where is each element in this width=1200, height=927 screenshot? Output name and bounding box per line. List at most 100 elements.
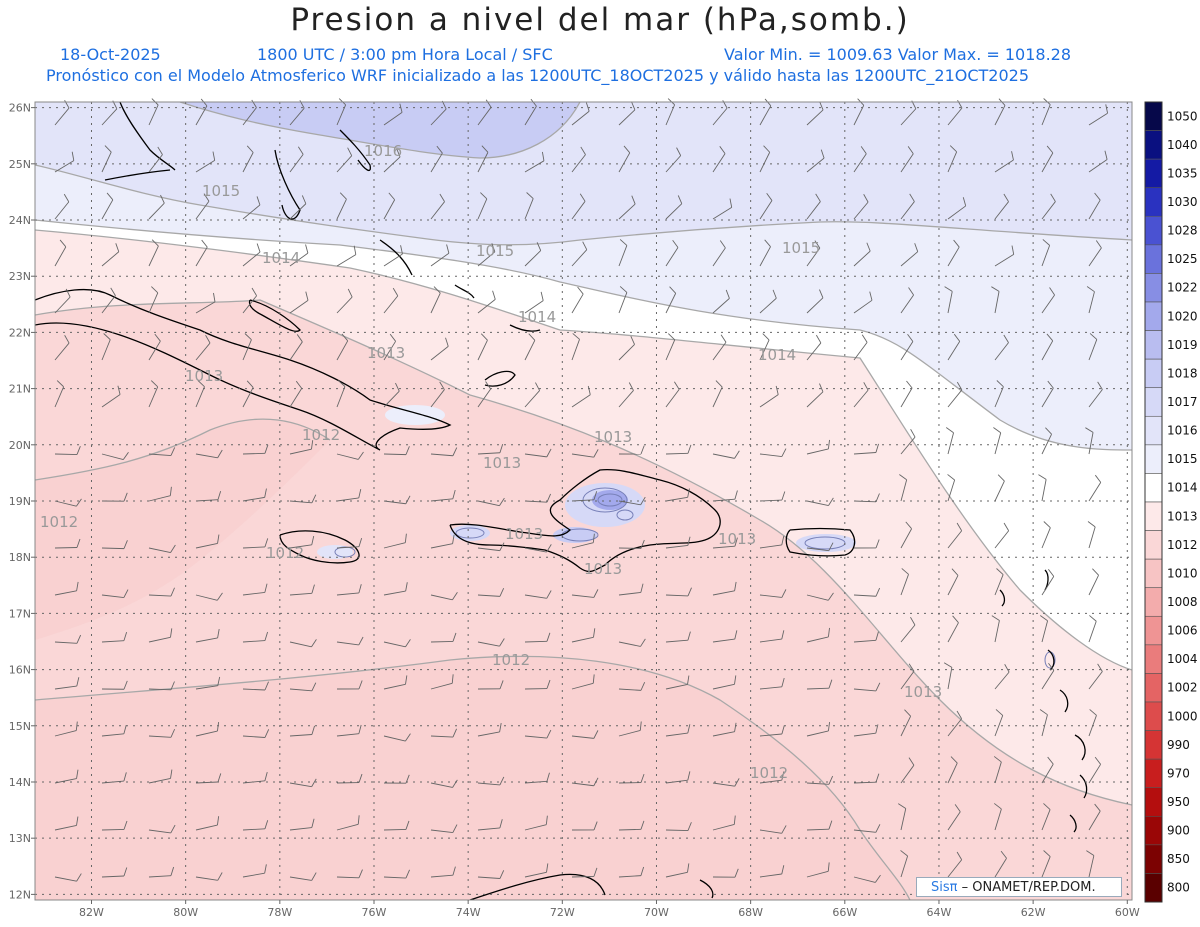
wind-barb	[148, 194, 165, 220]
wind-barb	[101, 333, 111, 361]
wind-barb	[806, 101, 824, 126]
wind-barb	[383, 675, 408, 690]
wind-barb	[947, 710, 963, 737]
wind-barb	[336, 869, 363, 879]
wind-barb	[806, 289, 824, 314]
wind-barb	[759, 677, 785, 690]
wind-barb	[806, 439, 830, 455]
wind-barb	[665, 863, 690, 878]
wind-barb	[148, 239, 159, 267]
colorbar-swatch	[1144, 844, 1163, 874]
wind-barb	[54, 634, 82, 644]
wind-barb	[665, 724, 691, 737]
colorbar-swatch	[1144, 187, 1163, 217]
colorbar-swatch	[1144, 101, 1163, 131]
lat-label: 20N	[9, 439, 31, 452]
wind-barb	[148, 628, 173, 643]
wind-barb	[430, 728, 457, 738]
lat-label: 13N	[9, 832, 31, 845]
wind-barb	[944, 286, 953, 314]
lon-label: 66W	[832, 906, 857, 919]
colorbar-label: 1000	[1167, 709, 1198, 723]
wind-barb	[54, 677, 80, 690]
wind-barb	[289, 440, 314, 455]
wind-barb	[1086, 850, 1095, 878]
wind-barbs	[54, 98, 1109, 883]
contour-label: 1015	[202, 182, 240, 200]
wind-barb	[759, 385, 779, 408]
wind-barb	[477, 722, 502, 737]
wind-barb	[665, 147, 682, 173]
wind-barb	[383, 245, 403, 267]
shade-1015b	[35, 102, 1132, 245]
wind-barb	[853, 773, 880, 784]
wind-barb	[148, 681, 175, 691]
wind-barb	[759, 491, 786, 502]
wind-barb	[289, 334, 303, 361]
contour-label: 1013	[185, 367, 223, 385]
wind-barb	[1088, 803, 1101, 831]
wind-barb	[759, 865, 785, 878]
lat-label: 12N	[9, 888, 31, 901]
wind-barb	[336, 489, 362, 502]
wind-barb	[853, 194, 869, 220]
lat-label: 18N	[9, 551, 31, 564]
wind-barb	[101, 385, 121, 408]
wind-barb	[571, 146, 586, 173]
wind-barb	[289, 639, 317, 648]
wind-barb	[101, 772, 127, 784]
wind-barb	[242, 145, 254, 173]
wind-barb	[242, 444, 269, 455]
wind-barb	[712, 146, 726, 173]
contour-label: 1013	[584, 560, 622, 578]
wind-barb	[994, 568, 1004, 596]
wind-barb	[991, 286, 1000, 314]
wind-barb	[195, 380, 205, 408]
colorbar-label: 850	[1167, 852, 1190, 866]
colorbar-swatch	[1144, 244, 1163, 274]
wind-barb	[665, 286, 677, 314]
wind-barb	[336, 451, 364, 460]
lon-label: 64W	[927, 906, 952, 919]
colorbar-label: 800	[1167, 881, 1190, 895]
wind-barb	[665, 536, 691, 549]
colorbar-label: 1008	[1167, 595, 1198, 609]
lon-label: 62W	[1021, 906, 1046, 919]
wind-barb	[853, 824, 881, 833]
wind-barb	[242, 729, 270, 738]
wind-barb	[1039, 615, 1049, 643]
colorbar-label: 950	[1167, 795, 1190, 809]
wind-barb	[618, 382, 634, 408]
wind-barb	[665, 771, 691, 784]
contour-label: 1016	[364, 142, 402, 160]
wind-barb	[900, 193, 915, 220]
forecast-date: 18-Oct-2025	[60, 45, 161, 64]
wind-barb	[101, 725, 127, 737]
lon-label: 72W	[550, 906, 575, 919]
wind-barb	[477, 497, 505, 507]
wind-barb	[54, 816, 79, 831]
colorbar-label: 1017	[1167, 395, 1198, 409]
wind-barb	[242, 681, 269, 691]
wind-barb	[994, 334, 1009, 361]
colorbar-label: 1020	[1167, 309, 1198, 323]
wind-barb	[289, 494, 317, 504]
wind-barb	[947, 615, 959, 643]
colorbar-swatch	[1144, 444, 1163, 474]
wind-barb	[1086, 286, 1095, 314]
wind-barb	[336, 380, 346, 408]
wind-barb	[524, 382, 541, 408]
wind-barb	[994, 245, 1015, 267]
wind-barb	[712, 380, 723, 408]
wind-barb	[571, 193, 586, 220]
wind-barb	[101, 680, 128, 690]
wind-barb	[1041, 287, 1055, 314]
wind-barb	[195, 816, 220, 831]
wind-barb	[242, 287, 258, 314]
wind-barb	[759, 771, 785, 784]
wind-barb	[712, 675, 737, 690]
wind-barb	[430, 592, 458, 601]
wind-barb	[477, 542, 505, 552]
wind-barb	[289, 244, 309, 267]
